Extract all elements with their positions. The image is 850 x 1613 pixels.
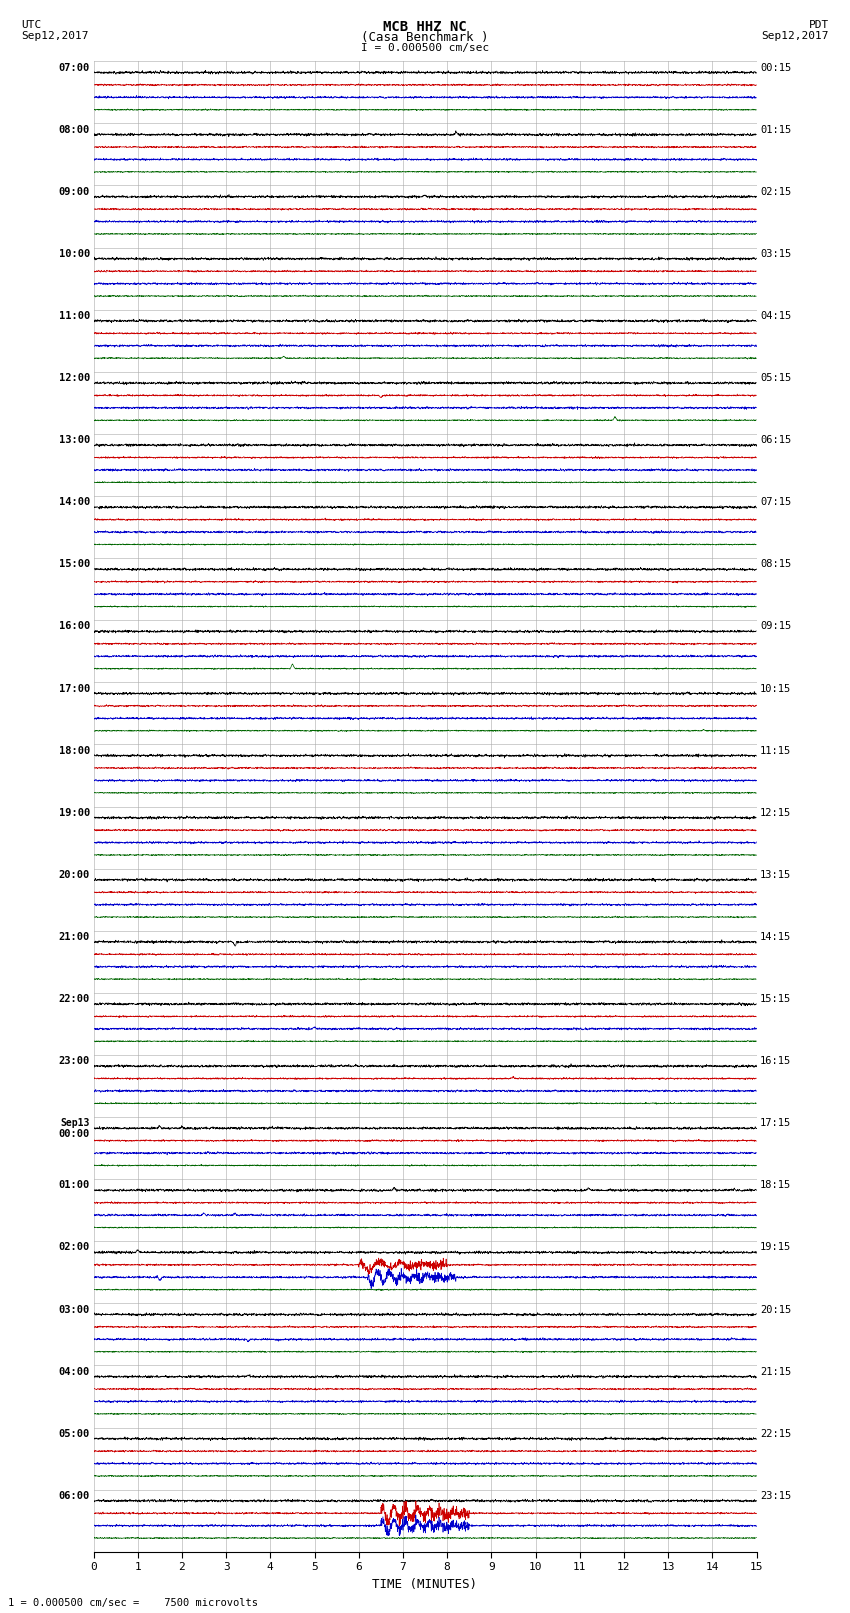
Text: 19:00: 19:00 — [59, 808, 90, 818]
Text: PDT: PDT — [808, 19, 829, 31]
Text: Sep12,2017: Sep12,2017 — [21, 31, 88, 40]
Text: 08:00: 08:00 — [59, 124, 90, 134]
Text: UTC: UTC — [21, 19, 42, 31]
Text: 05:15: 05:15 — [760, 373, 791, 382]
Text: 01:00: 01:00 — [59, 1181, 90, 1190]
Text: 15:00: 15:00 — [59, 560, 90, 569]
Text: 06:00: 06:00 — [59, 1490, 90, 1500]
Text: 03:00: 03:00 — [59, 1305, 90, 1315]
Text: 12:15: 12:15 — [760, 808, 791, 818]
Text: 11:00: 11:00 — [59, 311, 90, 321]
Text: 12:00: 12:00 — [59, 373, 90, 382]
Text: 03:15: 03:15 — [760, 248, 791, 258]
Text: 01:15: 01:15 — [760, 124, 791, 134]
Text: 23:00: 23:00 — [59, 1057, 90, 1066]
Text: 00:00: 00:00 — [59, 1129, 90, 1139]
Text: 14:15: 14:15 — [760, 932, 791, 942]
Text: 08:15: 08:15 — [760, 560, 791, 569]
Text: 07:15: 07:15 — [760, 497, 791, 506]
Text: 16:00: 16:00 — [59, 621, 90, 631]
Text: Sep13: Sep13 — [60, 1118, 90, 1127]
Text: 19:15: 19:15 — [760, 1242, 791, 1252]
Text: 02:15: 02:15 — [760, 187, 791, 197]
Text: 18:15: 18:15 — [760, 1181, 791, 1190]
Text: 21:00: 21:00 — [59, 932, 90, 942]
Text: 1 = 0.000500 cm/sec =    7500 microvolts: 1 = 0.000500 cm/sec = 7500 microvolts — [8, 1598, 258, 1608]
Text: 17:15: 17:15 — [760, 1118, 791, 1127]
Text: 15:15: 15:15 — [760, 994, 791, 1003]
Text: 06:15: 06:15 — [760, 436, 791, 445]
Text: 10:15: 10:15 — [760, 684, 791, 694]
Text: 22:00: 22:00 — [59, 994, 90, 1003]
Text: 00:15: 00:15 — [760, 63, 791, 73]
Text: 09:15: 09:15 — [760, 621, 791, 631]
Text: 16:15: 16:15 — [760, 1057, 791, 1066]
Text: 20:15: 20:15 — [760, 1305, 791, 1315]
Text: 14:00: 14:00 — [59, 497, 90, 506]
Text: 07:00: 07:00 — [59, 63, 90, 73]
Text: 09:00: 09:00 — [59, 187, 90, 197]
Text: 13:15: 13:15 — [760, 869, 791, 879]
Text: 20:00: 20:00 — [59, 869, 90, 879]
Text: I = 0.000500 cm/sec: I = 0.000500 cm/sec — [361, 44, 489, 53]
Text: 05:00: 05:00 — [59, 1429, 90, 1439]
Text: 22:15: 22:15 — [760, 1429, 791, 1439]
Text: 10:00: 10:00 — [59, 248, 90, 258]
Text: 04:00: 04:00 — [59, 1366, 90, 1376]
Text: MCB HHZ NC: MCB HHZ NC — [383, 19, 467, 34]
X-axis label: TIME (MINUTES): TIME (MINUTES) — [372, 1578, 478, 1590]
Text: 21:15: 21:15 — [760, 1366, 791, 1376]
Text: Sep12,2017: Sep12,2017 — [762, 31, 829, 40]
Text: 04:15: 04:15 — [760, 311, 791, 321]
Text: 13:00: 13:00 — [59, 436, 90, 445]
Text: 23:15: 23:15 — [760, 1490, 791, 1500]
Text: 02:00: 02:00 — [59, 1242, 90, 1252]
Text: 11:15: 11:15 — [760, 745, 791, 755]
Text: (Casa Benchmark ): (Casa Benchmark ) — [361, 31, 489, 45]
Text: 18:00: 18:00 — [59, 745, 90, 755]
Text: 17:00: 17:00 — [59, 684, 90, 694]
